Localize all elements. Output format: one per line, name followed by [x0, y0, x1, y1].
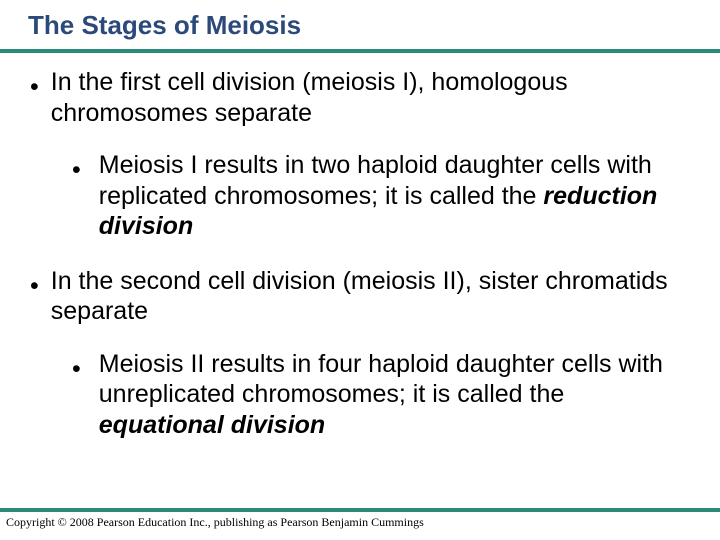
copyright-text: Copyright © 2008 Pearson Education Inc.,… — [6, 515, 424, 530]
bullet-dot-icon: • — [72, 357, 81, 382]
bullet-text: In the second cell division (meiosis II)… — [51, 266, 690, 327]
bullet-dot-icon: • — [30, 75, 39, 100]
bullet-level2: • Meiosis II results in four haploid dau… — [72, 349, 690, 441]
bullet-dot-icon: • — [30, 274, 39, 299]
bullet-text-pre: Meiosis II results in four haploid daugh… — [99, 350, 663, 409]
bullet-level1: • In the second cell division (meiosis I… — [30, 266, 690, 327]
bullet-level1: • In the first cell division (meiosis I)… — [30, 67, 690, 128]
slide-content: • In the first cell division (meiosis I)… — [0, 53, 720, 440]
bullet-level2: • Meiosis I results in two haploid daugh… — [72, 150, 690, 242]
bullet-text: Meiosis I results in two haploid daughte… — [99, 150, 690, 242]
bullet-text: In the first cell division (meiosis I), … — [51, 67, 690, 128]
footer-rule — [0, 508, 720, 512]
bullet-dot-icon: • — [72, 158, 81, 183]
page-title: The Stages of Meiosis — [28, 10, 692, 41]
slide: The Stages of Meiosis • In the first cel… — [0, 0, 720, 540]
bullet-text: Meiosis II results in four haploid daugh… — [99, 349, 690, 441]
title-wrap: The Stages of Meiosis — [0, 10, 720, 41]
emphasis-text: equational division — [99, 411, 325, 439]
